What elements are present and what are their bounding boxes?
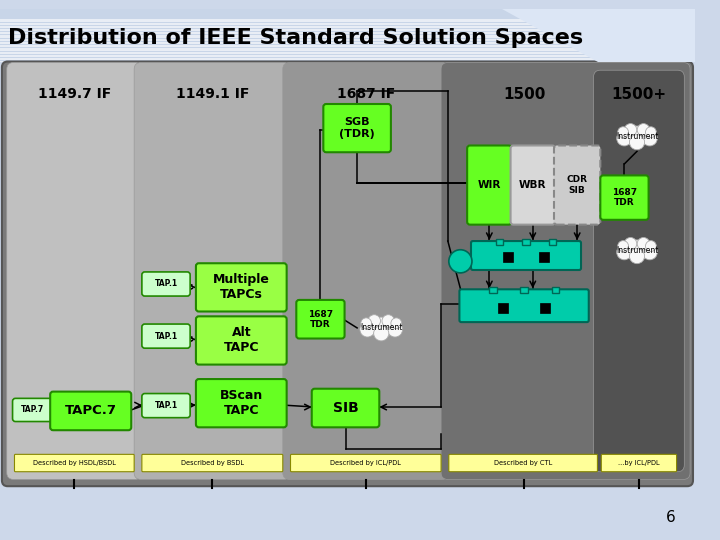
Text: SIB: SIB bbox=[333, 401, 359, 415]
FancyBboxPatch shape bbox=[2, 62, 693, 486]
Circle shape bbox=[618, 241, 629, 252]
Bar bbox=[0, 9, 695, 63]
FancyBboxPatch shape bbox=[539, 252, 549, 262]
Text: TAP.7: TAP.7 bbox=[21, 406, 45, 414]
Text: Described by CTL: Described by CTL bbox=[494, 460, 552, 466]
FancyBboxPatch shape bbox=[552, 287, 559, 293]
FancyBboxPatch shape bbox=[14, 454, 134, 472]
Circle shape bbox=[624, 124, 636, 136]
FancyBboxPatch shape bbox=[549, 239, 557, 245]
Circle shape bbox=[370, 317, 392, 339]
Text: 1687
TDR: 1687 TDR bbox=[612, 188, 637, 207]
Text: SGB
(TDR): SGB (TDR) bbox=[339, 117, 375, 139]
FancyBboxPatch shape bbox=[290, 454, 441, 472]
Circle shape bbox=[646, 241, 657, 252]
Circle shape bbox=[374, 326, 389, 341]
Text: Alt
TAPC: Alt TAPC bbox=[223, 327, 259, 354]
Text: CDR
SIB: CDR SIB bbox=[567, 176, 588, 195]
FancyBboxPatch shape bbox=[600, 176, 649, 220]
FancyBboxPatch shape bbox=[283, 63, 449, 480]
Text: Described by ICL/PDL: Described by ICL/PDL bbox=[330, 460, 401, 466]
Text: 1149.1 IF: 1149.1 IF bbox=[176, 87, 249, 102]
Circle shape bbox=[387, 322, 402, 337]
Circle shape bbox=[617, 245, 632, 260]
FancyBboxPatch shape bbox=[323, 104, 391, 152]
Circle shape bbox=[617, 131, 632, 146]
Text: 1500+: 1500+ bbox=[611, 87, 667, 102]
Circle shape bbox=[624, 238, 636, 250]
Text: Instrument: Instrument bbox=[616, 132, 658, 141]
Text: TAP.1: TAP.1 bbox=[155, 401, 178, 410]
Text: Described by HSDL/BSDL: Described by HSDL/BSDL bbox=[33, 460, 116, 466]
FancyBboxPatch shape bbox=[142, 454, 283, 472]
Text: Instrument: Instrument bbox=[616, 246, 658, 255]
FancyBboxPatch shape bbox=[134, 63, 290, 480]
Circle shape bbox=[449, 249, 472, 273]
Circle shape bbox=[368, 315, 380, 327]
FancyBboxPatch shape bbox=[522, 239, 530, 245]
Text: 1500: 1500 bbox=[503, 87, 545, 102]
FancyBboxPatch shape bbox=[441, 63, 690, 480]
FancyBboxPatch shape bbox=[467, 145, 511, 225]
FancyBboxPatch shape bbox=[593, 70, 684, 472]
FancyBboxPatch shape bbox=[142, 394, 190, 417]
FancyBboxPatch shape bbox=[312, 389, 379, 427]
Text: Instrument: Instrument bbox=[360, 323, 402, 333]
Circle shape bbox=[629, 134, 644, 150]
FancyBboxPatch shape bbox=[142, 272, 190, 296]
FancyBboxPatch shape bbox=[196, 263, 287, 312]
FancyBboxPatch shape bbox=[521, 287, 528, 293]
Text: Multiple
TAPCs: Multiple TAPCs bbox=[213, 273, 270, 301]
Circle shape bbox=[361, 318, 372, 329]
FancyBboxPatch shape bbox=[540, 303, 550, 313]
Text: TAPC.7: TAPC.7 bbox=[65, 404, 117, 417]
Text: 6: 6 bbox=[666, 510, 675, 524]
FancyBboxPatch shape bbox=[489, 287, 497, 293]
FancyBboxPatch shape bbox=[449, 454, 598, 472]
Circle shape bbox=[626, 126, 648, 147]
Circle shape bbox=[637, 124, 649, 136]
Text: Distribution of IEEE Standard Solution Spaces: Distribution of IEEE Standard Solution S… bbox=[8, 29, 583, 49]
Text: TAP.1: TAP.1 bbox=[155, 332, 178, 341]
FancyBboxPatch shape bbox=[196, 379, 287, 427]
Circle shape bbox=[642, 131, 657, 146]
FancyBboxPatch shape bbox=[50, 392, 131, 430]
Circle shape bbox=[360, 322, 375, 337]
Text: 1687 IF: 1687 IF bbox=[337, 87, 395, 102]
FancyBboxPatch shape bbox=[601, 454, 677, 472]
FancyBboxPatch shape bbox=[498, 303, 508, 313]
Circle shape bbox=[382, 315, 395, 327]
Circle shape bbox=[629, 248, 644, 264]
Circle shape bbox=[618, 127, 629, 138]
Polygon shape bbox=[502, 9, 695, 63]
FancyBboxPatch shape bbox=[471, 241, 581, 270]
Circle shape bbox=[646, 127, 657, 138]
FancyBboxPatch shape bbox=[510, 145, 555, 225]
Circle shape bbox=[642, 245, 657, 260]
Circle shape bbox=[391, 318, 402, 329]
Text: BScan
TAPC: BScan TAPC bbox=[220, 389, 263, 417]
FancyBboxPatch shape bbox=[554, 145, 600, 225]
FancyBboxPatch shape bbox=[6, 63, 142, 480]
Text: TAP.1: TAP.1 bbox=[155, 280, 178, 288]
Text: ...by ICL/PDL: ...by ICL/PDL bbox=[618, 460, 660, 466]
FancyBboxPatch shape bbox=[459, 289, 589, 322]
Text: 1687
TDR: 1687 TDR bbox=[308, 309, 333, 329]
FancyBboxPatch shape bbox=[495, 239, 503, 245]
FancyBboxPatch shape bbox=[297, 300, 345, 339]
Circle shape bbox=[626, 240, 648, 261]
Circle shape bbox=[637, 238, 649, 250]
FancyBboxPatch shape bbox=[142, 324, 190, 348]
Text: 1149.7 IF: 1149.7 IF bbox=[37, 87, 111, 102]
FancyBboxPatch shape bbox=[196, 316, 287, 365]
Text: WIR: WIR bbox=[477, 180, 501, 190]
FancyBboxPatch shape bbox=[12, 399, 53, 422]
Text: Described by BSDL: Described by BSDL bbox=[181, 460, 244, 466]
FancyBboxPatch shape bbox=[503, 252, 513, 262]
Text: WBR: WBR bbox=[519, 180, 546, 190]
